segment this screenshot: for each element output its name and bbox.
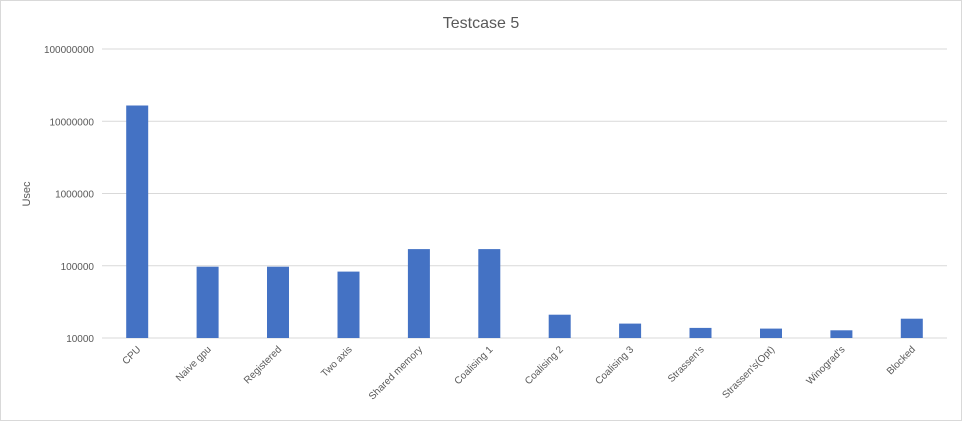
x-tick-label: Coalising 2 — [523, 344, 566, 387]
x-tick-label: Coalising 1 — [453, 344, 496, 387]
y-tick-label: 100000000 — [44, 45, 94, 56]
chart-title: Testcase 5 — [443, 15, 520, 32]
x-axis-ticks: CPU Naive gpu Registered Two axis Shared mem… — [121, 344, 918, 402]
bar — [267, 266, 289, 338]
gridlines — [102, 48, 947, 339]
x-tick-label: Shared memory — [367, 344, 425, 402]
y-axis-ticks: 100000000 10000000 1000000 100000 10000 — [44, 45, 94, 345]
x-tick-label: Two axis — [319, 344, 354, 379]
bar — [830, 330, 853, 338]
x-tick-label: Winograd's — [805, 344, 848, 387]
x-tick-label: Registered — [242, 344, 284, 386]
bar — [196, 266, 219, 338]
bar — [407, 249, 430, 338]
y-axis-label: Usec — [21, 181, 33, 207]
bar — [478, 249, 501, 338]
bars — [126, 105, 923, 338]
bar — [760, 328, 782, 338]
y-tick-label: 100000 — [61, 262, 95, 273]
x-tick-label: Blocked — [885, 344, 918, 377]
bar — [337, 271, 360, 338]
y-tick-label: 1000000 — [55, 190, 94, 201]
x-tick-label: Strassen's — [666, 344, 707, 385]
y-tick-label: 10000000 — [50, 117, 95, 128]
bar — [619, 323, 642, 338]
bar — [689, 327, 712, 338]
x-tick-label: CPU — [121, 344, 144, 367]
y-tick-label: 10000 — [66, 334, 94, 345]
x-tick-label: Naive gpu — [174, 344, 214, 384]
x-tick-label: Strassen's(Opt) — [720, 344, 777, 401]
x-tick-label: Coalising 3 — [593, 344, 636, 387]
bar — [126, 105, 149, 338]
bar — [548, 314, 571, 338]
bar — [900, 318, 923, 338]
